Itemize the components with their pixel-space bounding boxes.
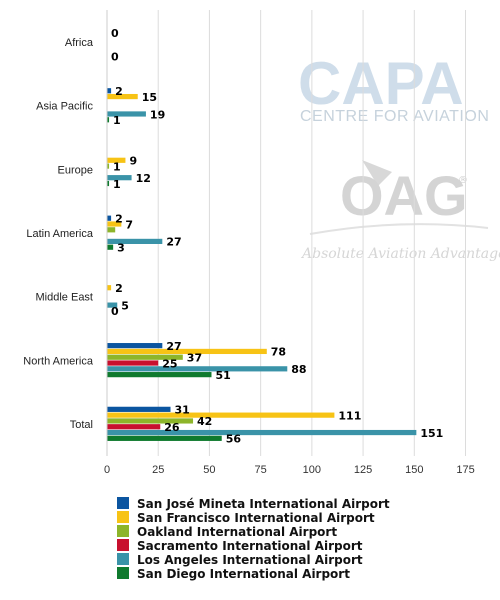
x-tick-label: 150: [405, 464, 423, 476]
data-label: 0: [111, 305, 119, 318]
bar: [107, 244, 114, 250]
bar: [107, 366, 288, 372]
bar: [107, 221, 122, 227]
legend-swatch: [117, 497, 129, 509]
bar: [107, 435, 222, 441]
x-tick-label: 125: [354, 464, 372, 476]
bar: [107, 163, 110, 169]
legend-swatch: [117, 553, 129, 565]
data-label: 42: [197, 415, 212, 428]
x-tick-label: 25: [152, 464, 164, 476]
category-label: Europe: [58, 164, 93, 176]
x-tick-label: 175: [456, 464, 474, 476]
registered-mark: ®: [458, 175, 468, 186]
capa-logo-watermark: CAPA: [298, 50, 464, 117]
data-label: 2: [115, 85, 123, 98]
watermark-layer: CAPA CENTRE FOR AVIATION OAG ® Absolute …: [298, 50, 500, 262]
bar: [107, 348, 267, 355]
bar: [107, 406, 171, 412]
bar: [107, 412, 335, 418]
data-label: 9: [129, 155, 137, 168]
data-label: 27: [166, 236, 181, 249]
bar: [107, 175, 132, 181]
legend: San José Mineta International AirportSan…: [117, 497, 390, 581]
legend-swatch: [117, 567, 129, 579]
bar: [107, 93, 138, 100]
data-label: 27: [166, 340, 181, 353]
bar: [107, 424, 161, 430]
x-tick-label: 100: [303, 464, 321, 476]
bar: [107, 157, 126, 163]
data-label: 0: [111, 27, 119, 40]
legend-label: San José Mineta International Airport: [137, 497, 390, 511]
legend-swatch: [117, 539, 129, 551]
data-label: 19: [150, 108, 165, 121]
bar: [107, 360, 159, 366]
bar: [107, 285, 112, 291]
data-label: 1: [113, 114, 121, 127]
data-label: 151: [420, 427, 443, 440]
capa-subtitle-watermark: CENTRE FOR AVIATION: [300, 108, 489, 125]
bar: [107, 227, 116, 233]
bar: [107, 215, 112, 221]
data-label: 7: [125, 218, 133, 231]
data-label: 88: [291, 363, 306, 376]
bar: [107, 180, 110, 187]
category-label: North America: [23, 355, 94, 367]
oag-tagline-watermark: Absolute Aviation Advantage: [300, 246, 500, 262]
legend-label: Sacramento International Airport: [137, 539, 363, 553]
data-label: 2: [115, 213, 123, 226]
bar: [107, 418, 194, 424]
legend-label: San Diego International Airport: [137, 567, 350, 581]
legend-swatch: [117, 511, 129, 523]
legend-label: Oakland International Airport: [137, 525, 337, 539]
category-label: Africa: [65, 37, 94, 49]
category-label: Middle East: [36, 292, 93, 304]
bar: [107, 372, 212, 378]
oag-logo-watermark: OAG: [340, 164, 468, 227]
legend-label: San Francisco International Airport: [137, 511, 375, 525]
data-label: 5: [121, 299, 129, 312]
x-tick-label: 0: [104, 464, 110, 476]
x-tick-label: 50: [203, 464, 215, 476]
bar: [107, 354, 183, 360]
x-tick-label: 75: [255, 464, 267, 476]
bar: [107, 238, 163, 244]
bar: [107, 117, 110, 123]
data-label: 12: [136, 172, 151, 185]
data-label: 37: [187, 352, 202, 365]
data-label: 51: [215, 369, 230, 382]
category-label: Asia Pacific: [36, 101, 93, 113]
bar: [107, 429, 417, 436]
data-label: 3: [117, 242, 125, 255]
data-label: 31: [175, 404, 190, 417]
data-label: 26: [164, 421, 180, 434]
data-label: 1: [113, 178, 121, 191]
oag-swoosh: [309, 223, 489, 235]
oag-logo-mark: [362, 160, 392, 186]
legend-swatch: [117, 525, 129, 537]
data-label: 25: [162, 357, 177, 370]
data-label: 111: [338, 409, 361, 422]
bar: [107, 88, 112, 94]
data-label: 56: [226, 433, 242, 446]
category-label: Latin America: [26, 228, 94, 240]
bar: [107, 343, 163, 349]
bars: [107, 88, 417, 441]
category-label: Total: [70, 419, 93, 431]
data-label: 2: [115, 282, 123, 295]
bar: [107, 111, 146, 117]
data-label: 78: [271, 346, 286, 359]
data-label: 15: [142, 91, 157, 104]
bar: [107, 302, 118, 308]
data-label: 0: [111, 50, 119, 63]
data-label: 1: [113, 160, 121, 173]
legend-label: Los Angeles International Airport: [137, 553, 363, 567]
